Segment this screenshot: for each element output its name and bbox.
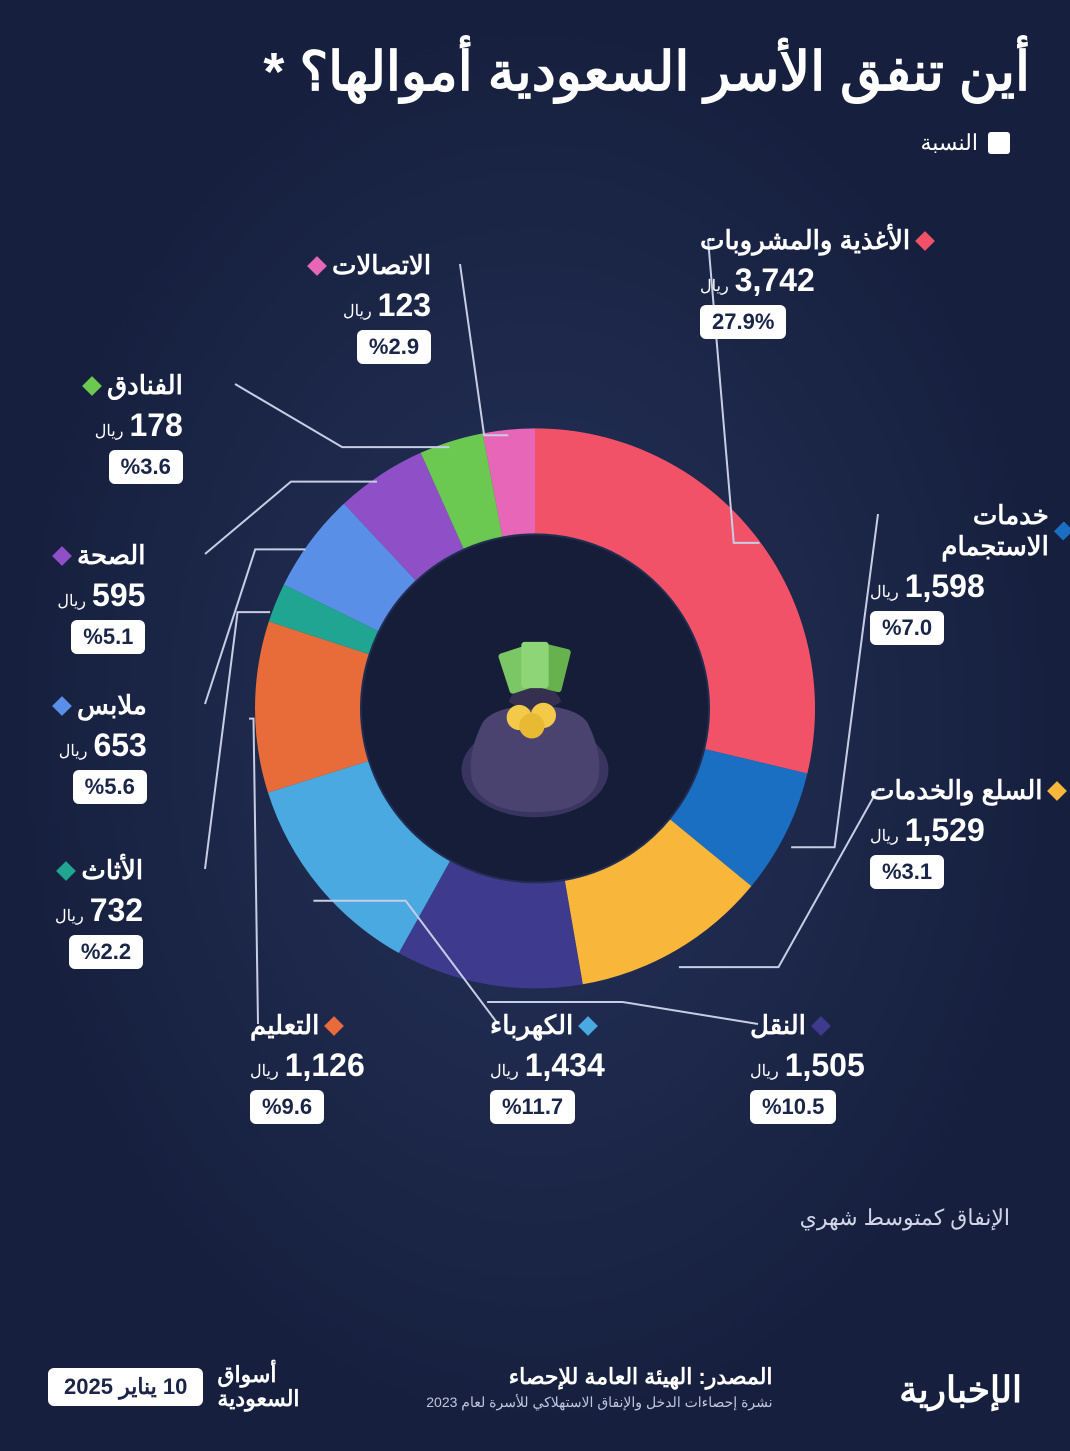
category-pct: %3.6: [109, 450, 183, 484]
category-pct: %2.9: [357, 330, 431, 364]
label-telecom: الاتصالات 123ريال %2.9: [310, 250, 431, 364]
avg-note: الإنفاق كمتوسط شهري: [800, 1205, 1010, 1231]
label-health: الصحة 595ريال %5.1: [55, 540, 145, 654]
source-line-1: المصدر: الهيئة العامة للإحصاء: [426, 1364, 772, 1390]
category-pct: %5.1: [71, 620, 145, 654]
category-name: الصحة: [55, 540, 145, 571]
category-name: الاتصالات: [310, 250, 431, 281]
category-pct: %2.2: [69, 935, 143, 969]
category-value: 1,598ريال: [870, 568, 985, 605]
page-title: أين تنفق الأسر السعودية أموالها؟ *: [263, 40, 1030, 103]
category-name: ملابس: [55, 690, 147, 721]
label-hotels: الفنادق 178ريال %3.6: [85, 370, 183, 484]
category-name: التعليم: [250, 1010, 341, 1041]
label-electric: الكهرباء 1,434ريال %11.7: [490, 1010, 605, 1124]
label-education: التعليم 1,126ريال %9.6: [250, 1010, 365, 1124]
category-pct: %5.6: [73, 770, 147, 804]
category-name: الكهرباء: [490, 1010, 595, 1041]
category-value: 178ريال: [95, 407, 183, 444]
category-value: 1,505ريال: [750, 1047, 865, 1084]
category-value: 1,529ريال: [870, 812, 985, 849]
category-value: 732ريال: [55, 892, 143, 929]
market-label: أسواق السعودية: [217, 1363, 299, 1411]
category-value: 595ريال: [57, 577, 145, 614]
label-clothes: ملابس 653ريال %5.6: [55, 690, 147, 804]
category-name: الأغذية والمشروبات: [700, 225, 932, 256]
label-food: الأغذية والمشروبات 3,742ريال 27.9%: [700, 225, 932, 339]
legend-swatch: [988, 132, 1010, 154]
category-value: 123ريال: [343, 287, 431, 324]
category-pct: %7.0: [870, 611, 944, 645]
brand-logo: الإخبارية: [899, 1369, 1022, 1411]
category-name: الأثاث: [59, 855, 143, 886]
category-pct: %10.5: [750, 1090, 836, 1124]
category-pct: %3.1: [870, 855, 944, 889]
category-value: 1,126ريال: [250, 1047, 365, 1084]
category-pct: 27.9%: [700, 305, 786, 339]
market-label-2: السعودية: [217, 1387, 299, 1411]
date-pill: 10 يناير 2025: [48, 1368, 203, 1406]
market-label-1: أسواق: [217, 1363, 299, 1387]
category-name: السلع والخدمات: [870, 775, 1064, 806]
label-goods: السلع والخدمات 1,529ريال %3.1: [870, 775, 1064, 889]
category-value: 3,742ريال: [700, 262, 815, 299]
label-furniture: الأثاث 732ريال %2.2: [55, 855, 143, 969]
label-recreation: خدمات الاستجمام 1,598ريال %7.0: [870, 500, 1070, 645]
category-name: الفنادق: [85, 370, 183, 401]
footer-middle: أسواق السعودية 10 يناير 2025: [48, 1363, 300, 1411]
money-bag-icon: [430, 613, 640, 828]
category-name: خدمات الاستجمام: [870, 500, 1070, 562]
leader-telecom: [460, 264, 508, 435]
category-value: 1,434ريال: [490, 1047, 605, 1084]
source-line-2: نشرة إحصاءات الدخل والإنفاق الاستهلاكي ل…: [426, 1394, 772, 1411]
category-value: 653ريال: [59, 727, 147, 764]
footer: الإخبارية المصدر: الهيئة العامة للإحصاء …: [0, 1335, 1070, 1451]
category-pct: %11.7: [490, 1090, 575, 1124]
legend-label: النسبة: [920, 130, 978, 156]
category-pct: %9.6: [250, 1090, 324, 1124]
source: المصدر: الهيئة العامة للإحصاء نشرة إحصاء…: [426, 1364, 772, 1411]
category-name: النقل: [750, 1010, 828, 1041]
label-transport: النقل 1,505ريال %10.5: [750, 1010, 865, 1124]
legend: النسبة: [920, 130, 1010, 156]
